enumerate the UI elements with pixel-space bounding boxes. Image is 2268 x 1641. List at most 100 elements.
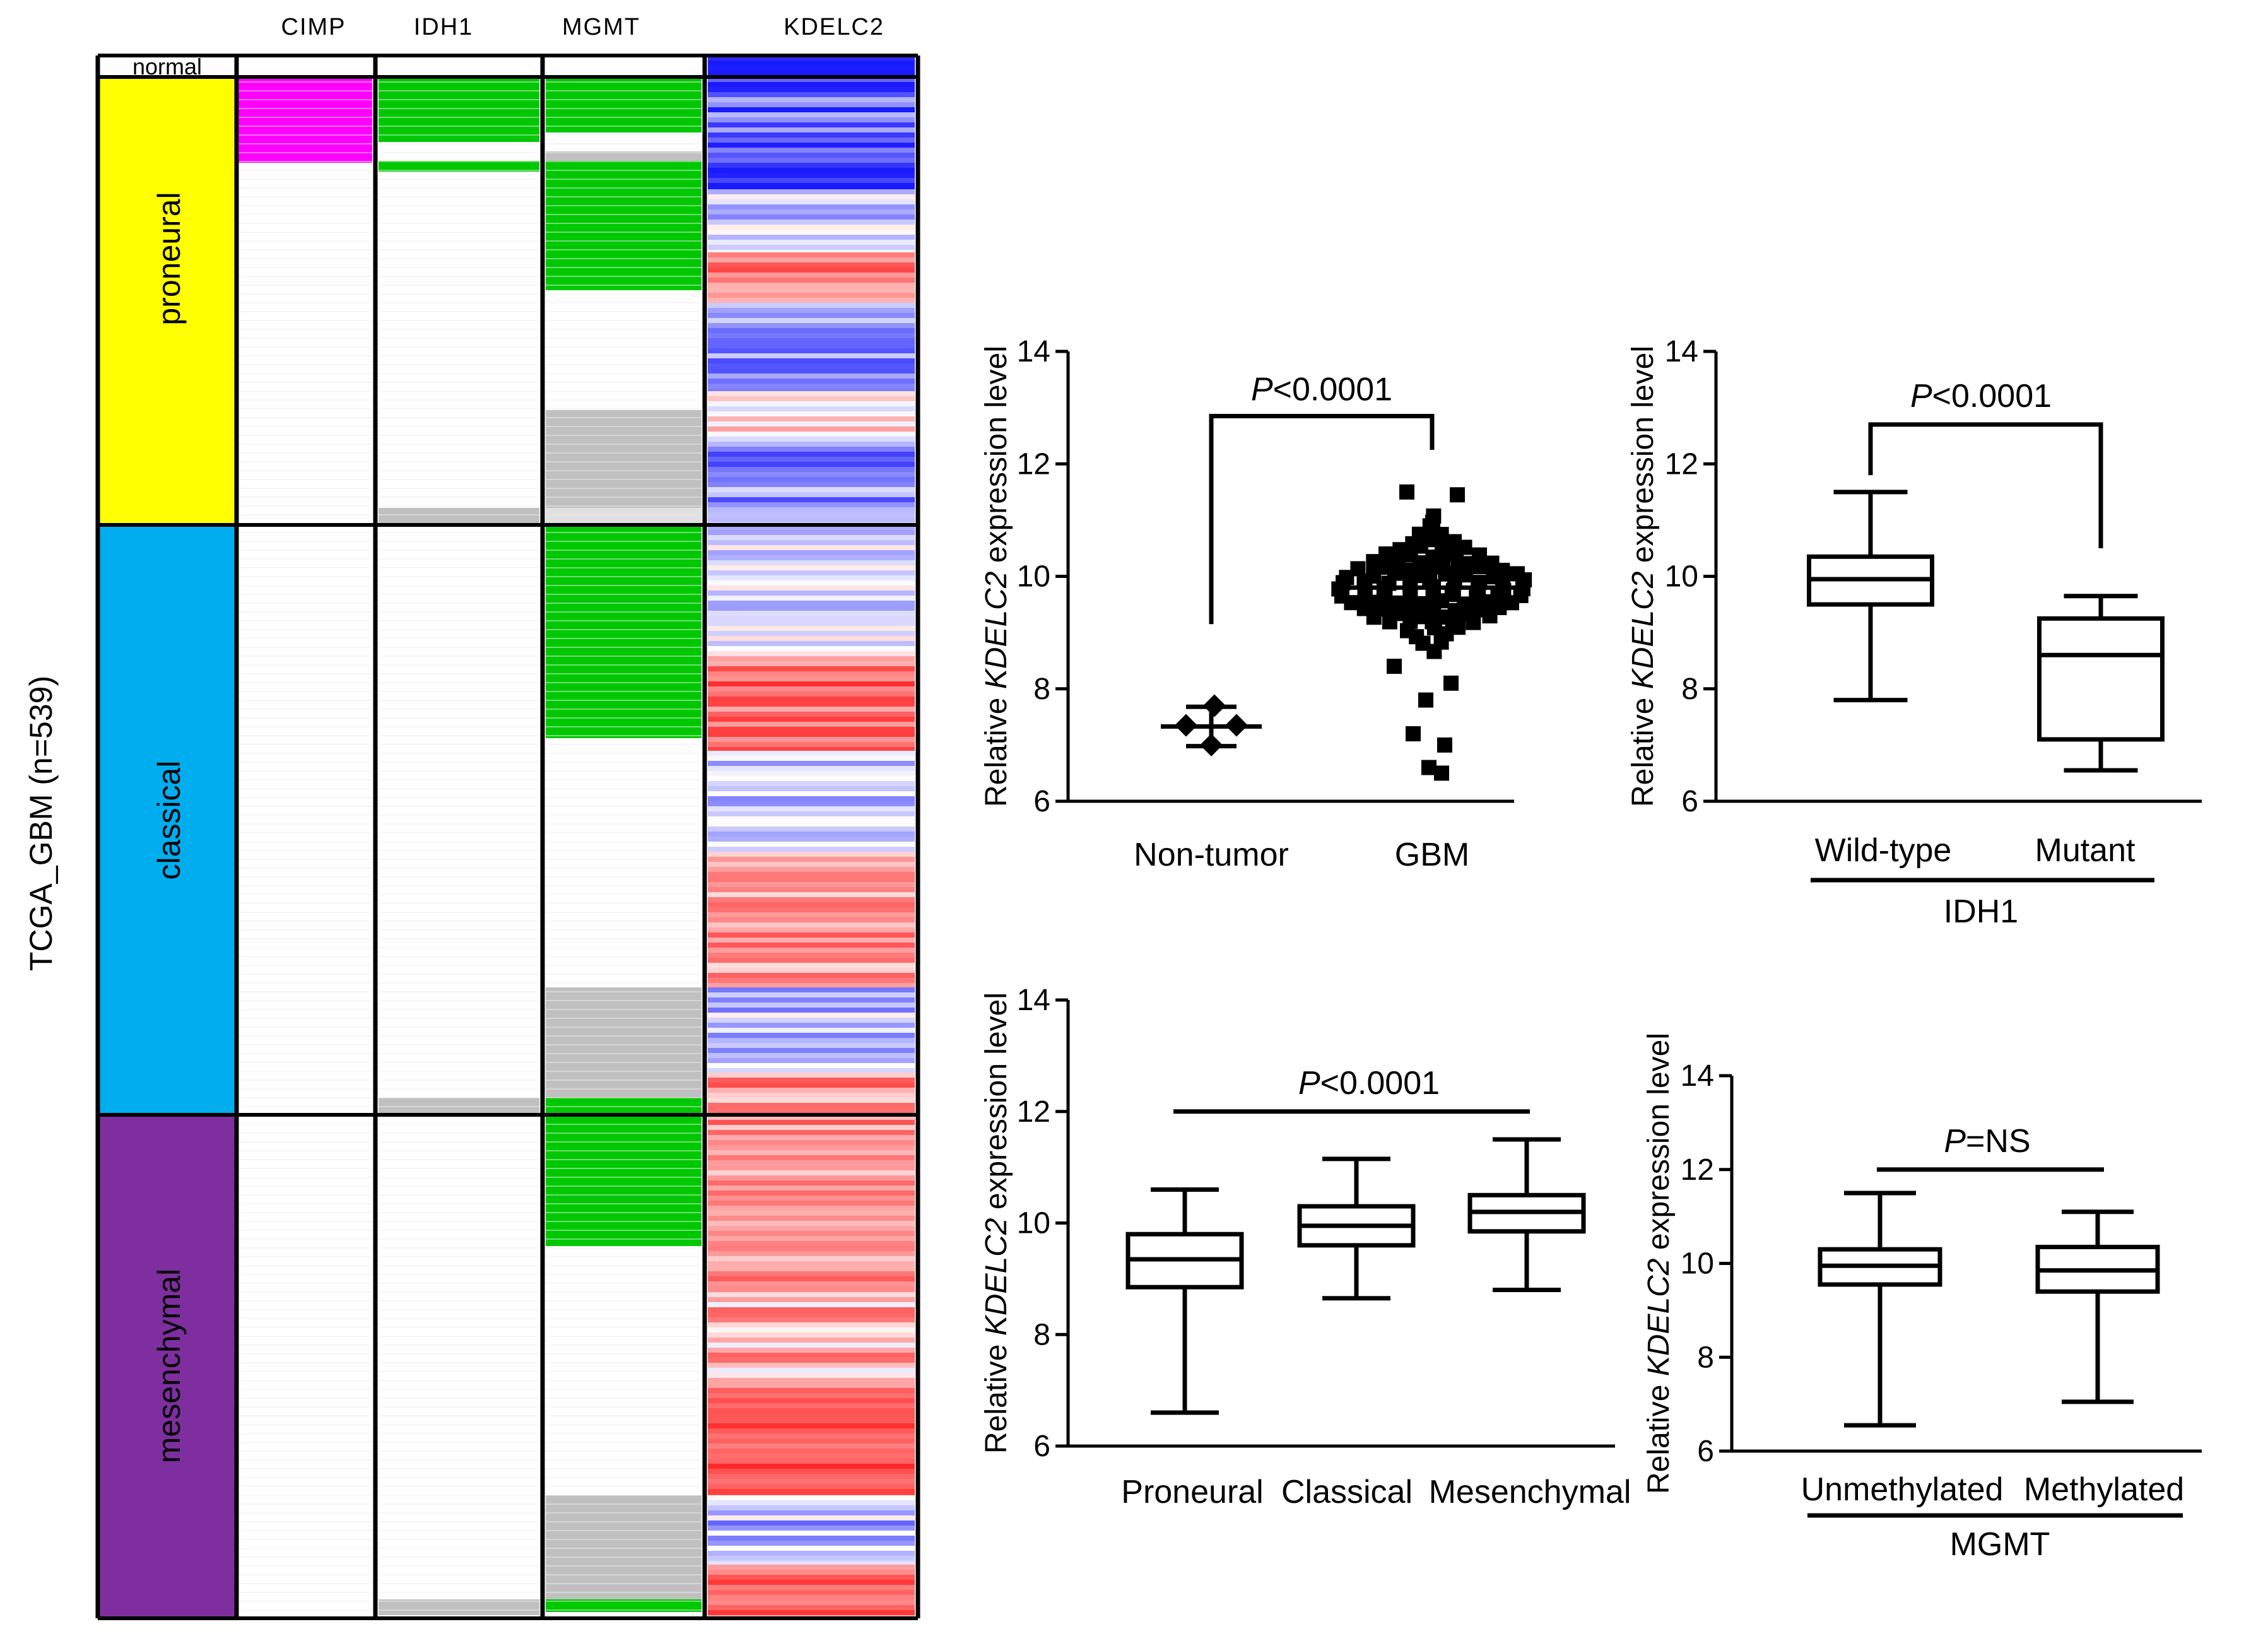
- heatmap-kdelc2-cell: [708, 1438, 915, 1444]
- significance-bracket: [1209, 413, 1435, 625]
- heatmap-kdelc2-cell: [708, 1246, 915, 1251]
- heatmap-kdelc2-cell: [708, 138, 915, 143]
- heatmap-kdelc2-cell: [708, 1281, 915, 1286]
- heatmap-kdelc2-cell: [708, 204, 915, 209]
- heatmap-kdelc2-cell: [708, 601, 915, 606]
- y-tick-label: 8: [1681, 673, 1698, 706]
- y-tick-label: 12: [1665, 447, 1698, 481]
- p-value-label: P<0.0001: [1251, 371, 1392, 408]
- heatmap-kdelc2-cell: [708, 1363, 915, 1368]
- p-value-p: P: [1251, 371, 1273, 408]
- heatmap-kdelc2-cell: [708, 1353, 915, 1358]
- y-label-prefix: Relative: [1642, 1376, 1676, 1494]
- heatmap-kdelc2-cell: [708, 1196, 915, 1201]
- heatmap-kdelc2-cell: [708, 153, 915, 158]
- heatmap-kdelc2-cell: [708, 1378, 915, 1383]
- heatmap-kdelc2-cell: [708, 671, 915, 676]
- heatmap-side-label: TCGA_GBM (n=539): [23, 676, 59, 971]
- heatmap-kdelc2-cell: [708, 791, 915, 796]
- y-tick-label: 8: [1033, 673, 1050, 706]
- heatmap-kdelc2-cell: [708, 722, 915, 727]
- heatmap-kdelc2-cell: [708, 1536, 915, 1541]
- heatmap-kdelc2-cell: [708, 1088, 915, 1093]
- heatmap-kdelc2-cell: [708, 163, 915, 168]
- heatmap-kdelc2-cell: [708, 626, 915, 631]
- heatmap-kdelc2-cell: [708, 666, 915, 671]
- heatmap-kdelc2-cell: [708, 252, 915, 257]
- heatmap-kdelc2-cell: [708, 1459, 915, 1464]
- y-tick-label: 10: [1017, 560, 1050, 594]
- heatmap-kdelc2-cell: [708, 92, 915, 97]
- y-tick-label: 6: [1697, 1435, 1714, 1468]
- heatmap-kdelc2-cell: [708, 1023, 915, 1028]
- heatmap-kdelc2-cell: [708, 411, 915, 416]
- heatmap-kdelc2-cell: [708, 358, 915, 363]
- heatmap-kdelc2-cell: [708, 756, 915, 761]
- data-point-gbm: [1399, 484, 1414, 500]
- heatmap-kdelc2-cell: [708, 1287, 915, 1292]
- heatmap-kdelc2-cell: [708, 132, 915, 138]
- heatmap-kdelc2-cell: [708, 482, 915, 487]
- heatmap-kdelc2-cell: [708, 1575, 915, 1580]
- heatmap-kdelc2-cell: [708, 1561, 915, 1565]
- heatmap-kdelc2-cell: [708, 1418, 915, 1423]
- y-axis-label: Relative KDELC2 expression level: [1626, 346, 1660, 807]
- heatmap-kdelc2-cell: [708, 897, 915, 902]
- y-label-suffix: expression level: [980, 346, 1013, 572]
- y-tick-label: 8: [1697, 1341, 1714, 1374]
- y-tick-label: 10: [1681, 1247, 1714, 1281]
- heatmap-col-header-cimp: CIMP: [281, 14, 346, 40]
- heatmap-kdelc2-cell: [708, 691, 915, 697]
- heatmap-kdelc2-cell: [708, 1408, 915, 1413]
- heatmap-kdelc2-cell: [708, 867, 915, 872]
- heatmap-cell-mgmt: [546, 987, 702, 1098]
- heatmap-kdelc2-cell: [708, 1103, 915, 1108]
- heatmap-kdelc2-cell: [708, 1433, 915, 1438]
- heatmap-kdelc2-cell: [708, 220, 915, 225]
- heatmap-cell-mgmt: [546, 77, 702, 132]
- heatmap-kdelc2-cell: [708, 1307, 915, 1312]
- heatmap-kdelc2-cell: [708, 611, 915, 616]
- heatmap-kdelc2-cell: [708, 1013, 915, 1018]
- heatmap-kdelc2-cell: [708, 293, 915, 298]
- heatmap-kdelc2-cell: [708, 702, 915, 707]
- heatmap-kdelc2-cell: [708, 61, 915, 66]
- data-point-gbm: [1509, 566, 1525, 582]
- heatmap-kdelc2-cell: [708, 416, 915, 421]
- heatmap-cell-mgmt: [546, 161, 702, 290]
- heatmap-kdelc2-cell: [708, 1115, 915, 1120]
- heatmap-kdelc2-cell: [708, 585, 915, 591]
- heatmap-kdelc2-cell: [708, 1368, 915, 1373]
- heatmap-kdelc2-cell: [708, 776, 915, 781]
- heatmap-kdelc2-cell: [708, 188, 915, 189]
- heatmap-kdelc2-cell: [708, 882, 915, 887]
- y-tick-label: 12: [1681, 1153, 1714, 1187]
- heatmap-cell-mgmt: [546, 525, 702, 738]
- heatmap-kdelc2-cell: [708, 811, 915, 816]
- heatmap-kdelc2-cell: [708, 363, 915, 368]
- heatmap-kdelc2-cell: [708, 842, 915, 847]
- heatmap-kdelc2-cell: [708, 676, 915, 681]
- heatmap-kdelc2-cell: [708, 1403, 915, 1408]
- heatmap-kdelc2-cell: [708, 1428, 915, 1433]
- box-iqr: [2037, 616, 2165, 742]
- heatmap-kdelc2-cell: [708, 1261, 915, 1266]
- heatmap-kdelc2-cell: [708, 384, 915, 389]
- heatmap-kdelc2-cell: [708, 1332, 915, 1338]
- heatmap-kdelc2-cell: [708, 732, 915, 737]
- x-category-label: Wild-type: [1815, 832, 1952, 869]
- heatmap-kdelc2-cell: [708, 892, 915, 897]
- heatmap-kdelc2-cell: [708, 973, 915, 978]
- heatmap-kdelc2-cell: [708, 751, 915, 756]
- heatmap-kdelc2-cell: [708, 97, 915, 102]
- heatmap-kdelc2-cell: [708, 1610, 915, 1615]
- heatmap-kdelc2-cell: [708, 1494, 915, 1495]
- heatmap-kdelc2-cell: [708, 467, 915, 472]
- heatmap-kdelc2-cell: [708, 1120, 915, 1125]
- heatmap-kdelc2-cell: [708, 1338, 915, 1343]
- heatmap-kdelc2-cell: [708, 452, 915, 457]
- heatmap-kdelc2-cell: [708, 107, 915, 112]
- heatmap-kdelc2-cell: [708, 472, 915, 477]
- y-axis-label: Relative KDELC2 expression level: [1642, 1033, 1676, 1494]
- heatmap-kdelc2-cell: [708, 457, 915, 462]
